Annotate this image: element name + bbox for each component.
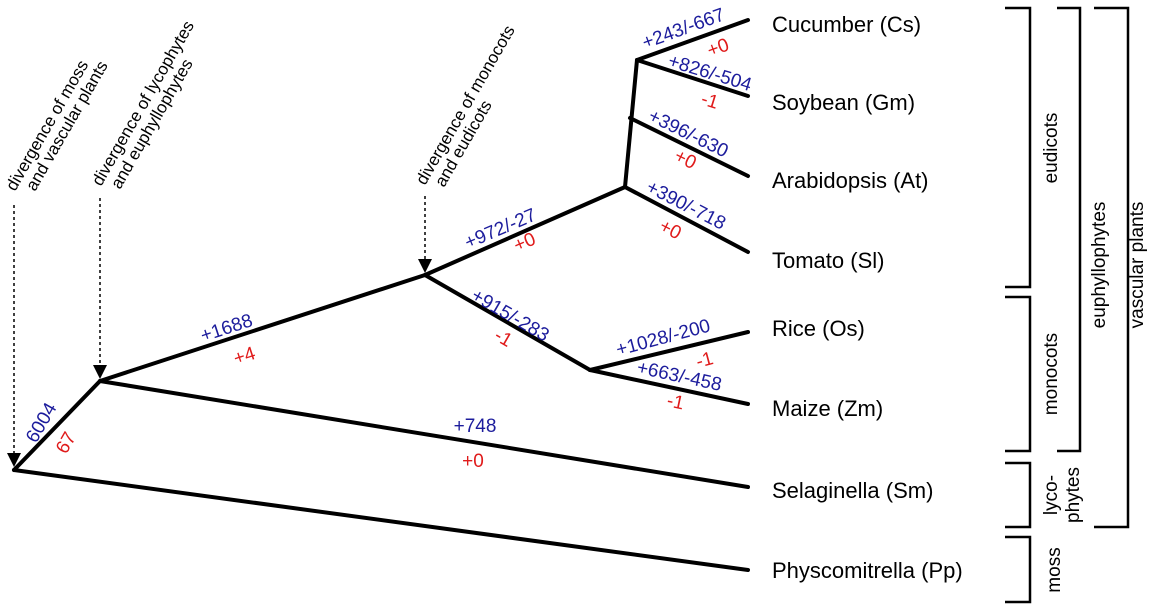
bracket-eudicots (1005, 6, 1032, 289)
clade-label-euphyllophytes: euphyllophytes (1089, 202, 1110, 329)
species-label-arabidopsis: Arabidopsis (At) (772, 168, 929, 193)
bracket-vascular (1094, 6, 1130, 529)
species-label-maize: Maize (Zm) (772, 396, 883, 421)
branch-soybean (635, 58, 750, 98)
branch-eudicots (423, 185, 627, 277)
branch-monocots (423, 273, 592, 372)
branch-maize (588, 368, 750, 406)
species-label-tomato: Tomato (Sl) (772, 248, 884, 273)
bracket-lycophytes (1005, 461, 1032, 529)
label-os-loss: -1 (694, 348, 716, 373)
branch-root-vascular (12, 379, 102, 472)
branch-eudicot-stem (623, 58, 639, 189)
clade-label-lyco-line2: phytes (1063, 467, 1084, 523)
branch-arabidopsis (628, 116, 750, 178)
clade-label-lyco-line1: lyco- (1041, 475, 1062, 515)
label-euphyll-loss: +4 (231, 343, 259, 370)
branch-cucumber (635, 18, 750, 62)
label-sl-loss: +0 (656, 216, 685, 245)
species-label-selaginella: Selaginella (Sm) (772, 478, 933, 503)
branch-euphyllophytes (98, 273, 427, 383)
label-root-loss: 67 (52, 429, 81, 458)
lyco-divergence-arrow (93, 365, 107, 379)
label-monocot-loss: -1 (491, 325, 516, 352)
clade-label-vascular: vascular plants (1127, 202, 1148, 329)
label-sl-gain: +390/-718 (643, 177, 729, 235)
species-label-physcomitrella: Physcomitrella (Pp) (772, 558, 963, 583)
label-cs-loss: +0 (705, 35, 733, 62)
mono-divergence-arrow (418, 259, 432, 273)
branch-root-physcomitrella (12, 468, 750, 572)
branch-rice (588, 330, 750, 372)
clade-label-eudicots: eudicots (1041, 113, 1062, 184)
label-sm-loss: +0 (462, 451, 484, 472)
divergence-markers (7, 196, 432, 467)
bracket-euphyllophytes (1057, 6, 1082, 453)
label-gm-loss: -1 (699, 89, 721, 114)
species-label-cucumber: Cucumber (Cs) (772, 12, 921, 37)
tree-branches (12, 18, 750, 572)
moss-divergence-arrow (7, 453, 21, 467)
label-sm-gain: +748 (454, 416, 497, 437)
annotation-lyco-line1: divergence of lycophytes (88, 17, 198, 189)
clade-label-monocots: monocots (1041, 333, 1062, 415)
species-label-rice: Rice (Os) (772, 316, 865, 341)
species-label-soybean: Soybean (Gm) (772, 90, 915, 115)
annotation-mono-line1: divergence of monocots (412, 22, 519, 188)
bracket-moss (1005, 535, 1032, 604)
label-zm-loss: -1 (665, 390, 686, 414)
branch-tomato (623, 185, 750, 254)
branch-selaginella (98, 379, 750, 489)
bracket-monocots (1005, 295, 1032, 453)
clade-brackets (1005, 6, 1130, 604)
clade-label-moss: moss (1044, 547, 1065, 592)
